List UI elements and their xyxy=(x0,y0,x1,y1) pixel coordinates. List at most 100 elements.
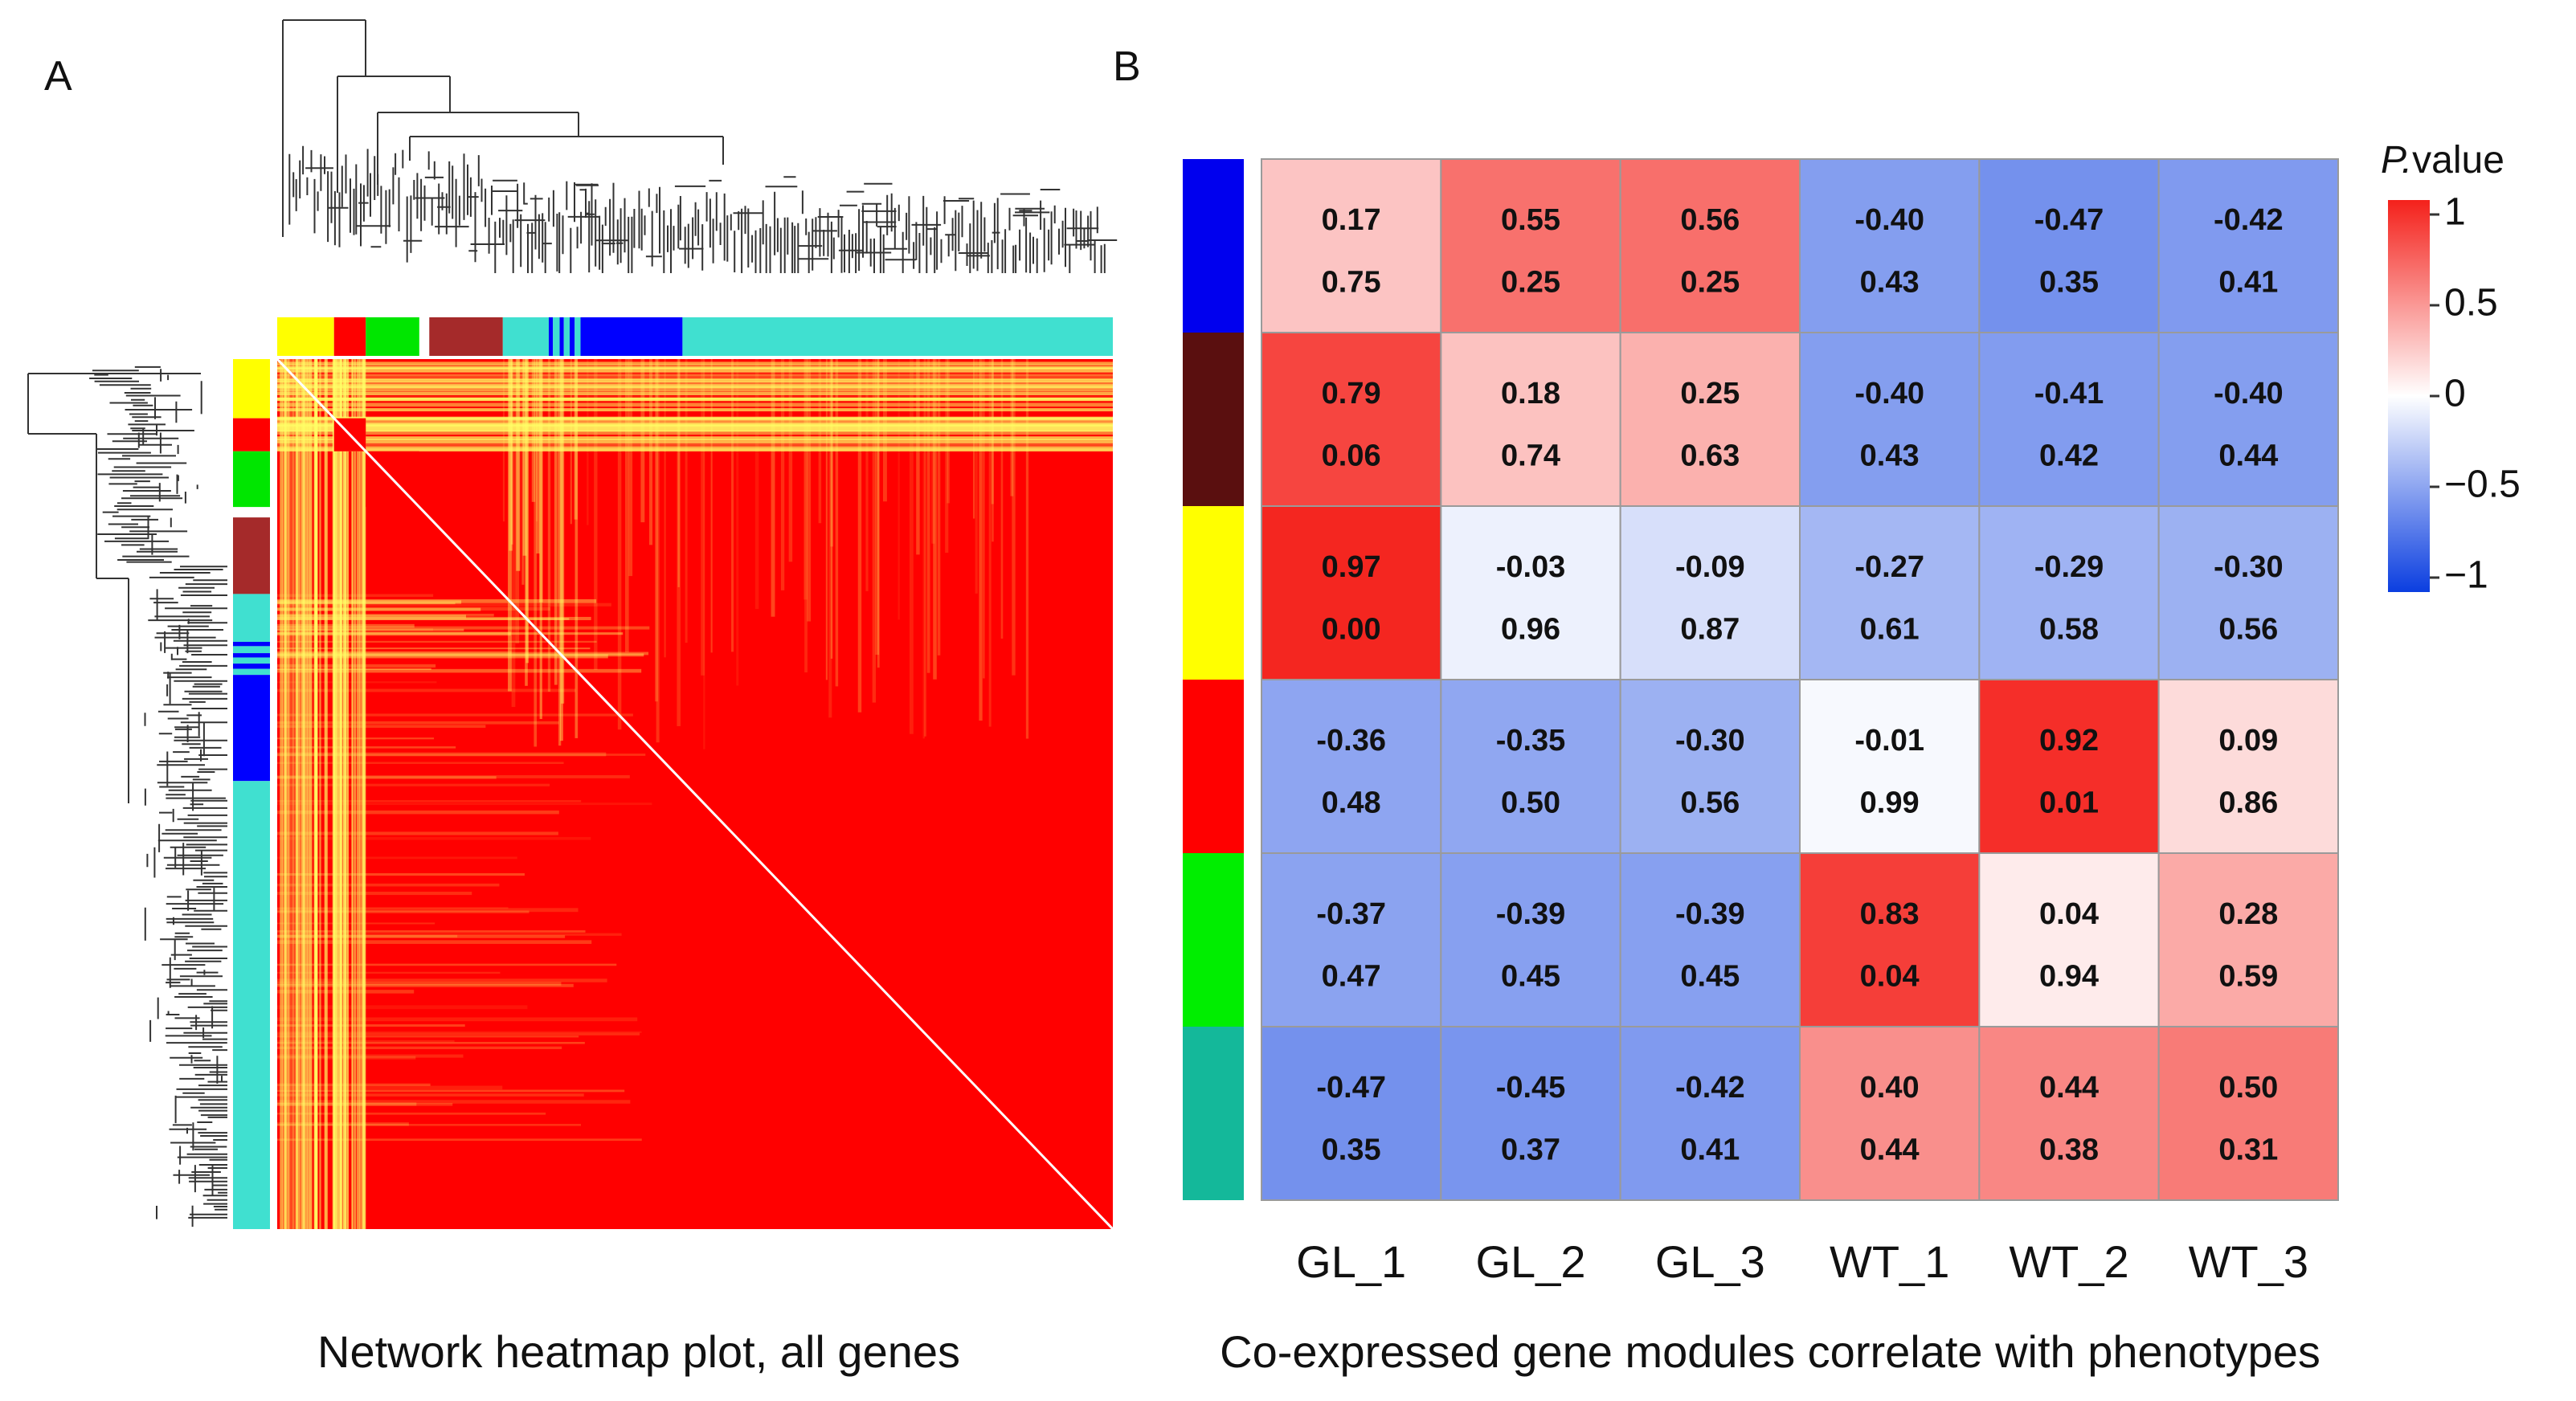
cell-pvalue: 0.01 xyxy=(2039,786,2099,820)
left-colorbar-segment-blue xyxy=(233,675,270,782)
legend-ticks: 1 0.5 0 −0.5 −1 xyxy=(2430,191,2521,597)
cell-correlation: -0.40 xyxy=(1854,203,1924,237)
heatmap-stripe-horizontal xyxy=(277,983,574,987)
heatmap-stripe-vertical xyxy=(313,359,316,1229)
heatmap-stripe-vertical xyxy=(362,359,366,1229)
heatmap-stripe-horizontal xyxy=(277,908,579,913)
panel-a-label: A xyxy=(44,53,72,100)
heatmap-stripe-horizontal xyxy=(277,930,586,933)
cell-pvalue: 0.48 xyxy=(1322,786,1381,820)
heatmap-cell xyxy=(1619,505,1801,680)
heatmap-stripe-horizontal xyxy=(277,935,566,938)
heatmap-stripe-vertical xyxy=(511,359,516,708)
x-axis-ticks: GL_1 GL_2 GL_3 WT_1 WT_2 WT_3 xyxy=(1296,1236,2308,1287)
heatmap-stripe-vertical xyxy=(574,359,578,520)
heatmap-stripe-horizontal xyxy=(277,1112,546,1115)
heatmap-stripe-horizontal xyxy=(277,416,1113,420)
cell-correlation: -0.27 xyxy=(1854,550,1924,584)
top-dendrogram-lines xyxy=(282,19,1118,273)
heatmap-stripe-horizontal xyxy=(277,616,591,620)
heatmap-stripe-horizontal xyxy=(277,446,1113,448)
left-colorbar-segment-turquoise xyxy=(233,657,270,664)
heatmap-stripe-horizontal xyxy=(277,378,1113,382)
cell-correlation: 0.97 xyxy=(1322,550,1381,584)
heatmap-stripe-horizontal xyxy=(277,1124,581,1126)
heatmap-stripe-vertical xyxy=(933,359,937,680)
heatmap-stripe-horizontal xyxy=(277,418,1113,421)
heatmap-stripe-vertical xyxy=(1000,359,1004,639)
heatmap-stripe-vertical xyxy=(305,359,309,1229)
row-color-yellow xyxy=(1183,506,1244,680)
heatmap-stripe-horizontal xyxy=(277,594,434,598)
heatmap-stripe-vertical xyxy=(937,359,941,656)
cell-pvalue: 0.43 xyxy=(1860,439,1920,473)
heatmap-stripe-vertical xyxy=(340,359,342,1229)
heatmap-stripe-vertical xyxy=(628,359,633,577)
heatmap-stripe-vertical xyxy=(356,359,361,1229)
heatmap-stripe-vertical xyxy=(333,359,338,1229)
heatmap-stripe-vertical xyxy=(525,359,528,686)
heatmap-stripe-horizontal xyxy=(277,370,1113,374)
cell-pvalue: 0.41 xyxy=(2218,266,2278,300)
legend-tick-label: −1 xyxy=(2444,554,2488,597)
heatmap-cell xyxy=(1619,852,1801,1027)
cell-pvalue: 0.25 xyxy=(1680,266,1740,300)
heatmap-stripe-horizontal xyxy=(277,1083,431,1086)
legend-tick-label: −0.5 xyxy=(2444,464,2521,506)
heatmap-stripe-horizontal xyxy=(277,647,591,650)
heatmap-stripe-vertical xyxy=(285,359,289,1229)
heatmap-stripe-horizontal xyxy=(277,600,462,604)
heatmap-stripe-vertical xyxy=(521,359,525,585)
cell-correlation: -0.09 xyxy=(1675,550,1745,584)
cell-pvalue: 0.63 xyxy=(1680,439,1740,473)
cell-pvalue: 0.56 xyxy=(2218,613,2278,647)
x-tick-label: GL_2 xyxy=(1476,1236,1586,1287)
cell-pvalue: 0.37 xyxy=(1501,1133,1560,1167)
cell-pvalue: 0.96 xyxy=(1501,613,1560,647)
legend-tick-label: 1 xyxy=(2444,191,2466,234)
heatmap-cell xyxy=(1440,679,1621,854)
heatmap-stripe-vertical xyxy=(685,359,688,643)
heatmap-stripe-vertical xyxy=(788,359,793,562)
heatmap-stripe-vertical xyxy=(346,359,350,1229)
heatmap-stripe-horizontal xyxy=(277,386,1113,389)
heatmap-stripe-vertical xyxy=(301,359,305,1229)
cell-correlation: -0.45 xyxy=(1496,1071,1566,1105)
top-colorbar-segment-red xyxy=(333,317,366,356)
cell-correlation: 0.18 xyxy=(1501,377,1560,410)
cell-pvalue: 0.44 xyxy=(1860,1133,1920,1167)
heatmap-stripe-vertical xyxy=(314,359,318,1229)
heatmap-cell xyxy=(1440,158,1621,333)
x-tick-label: WT_1 xyxy=(1830,1236,1949,1287)
heatmap-stripe-horizontal xyxy=(277,907,509,909)
heatmap-stripe-horizontal xyxy=(277,651,512,655)
cell-correlation: -0.30 xyxy=(2214,550,2284,584)
heatmap-stripe-vertical xyxy=(502,359,505,522)
heatmap-stripe-horizontal xyxy=(277,607,550,611)
cell-pvalue: 0.42 xyxy=(2039,439,2099,473)
heatmap-stripe-horizontal xyxy=(277,934,458,938)
heatmap-stripe-horizontal xyxy=(277,776,497,779)
cell-correlation: -0.30 xyxy=(1675,724,1745,758)
heatmap-stripe-horizontal xyxy=(277,651,649,656)
heatmap-stripe-horizontal xyxy=(277,1100,631,1104)
heatmap-stripe-vertical xyxy=(771,359,775,617)
row-color-green xyxy=(1183,853,1244,1027)
heatmap-stripe-vertical xyxy=(333,359,335,1229)
heatmap-stripe-vertical xyxy=(617,359,622,730)
cell-pvalue: 0.04 xyxy=(1860,960,1920,994)
cell-pvalue: 0.59 xyxy=(2218,960,2278,994)
heatmap-cell xyxy=(1799,1026,1981,1201)
heatmap-stripe-vertical xyxy=(558,359,562,746)
heatmap-cell xyxy=(2157,679,2340,854)
heatmap-stripe-horizontal xyxy=(277,746,456,749)
heatmap-stripe-vertical xyxy=(1025,359,1029,739)
row-color-blue xyxy=(1183,159,1244,333)
heatmap-stripe-vertical xyxy=(516,359,521,571)
left-colorbar-segment-red xyxy=(233,418,270,451)
heatmap-stripe-vertical xyxy=(309,359,313,1229)
heatmap-stripe-vertical xyxy=(554,359,558,685)
heatmap-stripe-horizontal xyxy=(277,364,1113,366)
heatmap-stripe-horizontal xyxy=(277,423,1113,425)
heatmap-stripe-vertical xyxy=(909,359,914,734)
